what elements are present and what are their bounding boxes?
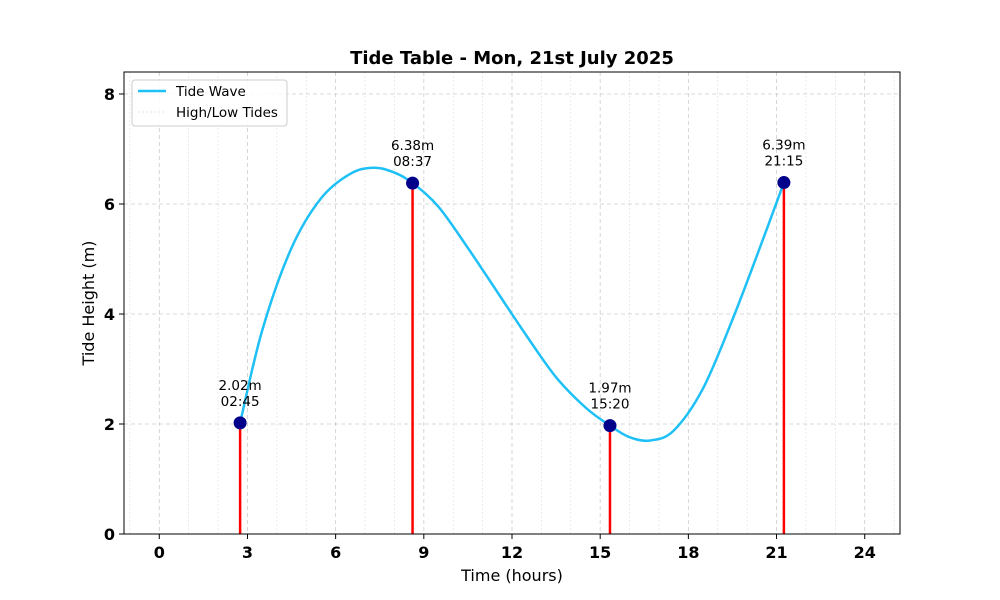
tide-wave-line <box>238 166 786 443</box>
x-axis-ticks: 0 3 6 9 12 15 18 21 24 <box>154 534 876 562</box>
tide-time-label: 02:45 <box>221 394 260 410</box>
legend-box <box>131 79 288 127</box>
y-tick-label: 0 <box>104 525 115 544</box>
legend-label-tide-wave: Tide Wave <box>175 84 246 100</box>
x-tick-label: 9 <box>418 543 429 562</box>
tide-markers <box>233 176 791 433</box>
tide-marker <box>233 416 247 430</box>
x-tick-label: 0 <box>154 543 165 562</box>
y-tick-label: 6 <box>104 195 115 214</box>
x-tick-label: 6 <box>330 543 341 562</box>
tide-time-label: 21:15 <box>764 154 803 170</box>
tide-height-label: 1.97m <box>588 381 631 397</box>
y-tick-label: 2 <box>104 415 115 434</box>
x-axis-label: Time (hours) <box>460 566 563 585</box>
y-tick-label: 8 <box>104 85 115 104</box>
y-axis-ticks: 0 2 4 6 8 <box>104 85 124 544</box>
y-axis-label: Tide Height (m) <box>79 241 98 367</box>
tide-height-label: 6.38m <box>391 138 434 154</box>
x-tick-label: 24 <box>854 543 876 562</box>
tide-marker <box>603 419 617 433</box>
tide-height-label: 2.02m <box>218 378 261 394</box>
x-tick-label: 18 <box>677 543 699 562</box>
tide-stems <box>238 182 786 534</box>
x-tick-label: 12 <box>501 543 523 562</box>
tide-marker <box>777 176 791 190</box>
x-tick-label: 21 <box>765 543 787 562</box>
x-tick-label: 15 <box>589 543 611 562</box>
y-tick-label: 4 <box>104 305 115 324</box>
legend: Tide Wave High/Low Tides <box>131 79 288 127</box>
x-tick-label: 3 <box>242 543 253 562</box>
tide-height-label: 6.39m <box>762 138 805 154</box>
chart-title: Tide Table - Mon, 21st July 2025 <box>350 48 674 69</box>
tide-time-label: 08:37 <box>393 154 432 170</box>
tide-time-label: 15:20 <box>591 397 630 413</box>
tide-marker <box>406 176 420 190</box>
legend-label-high-low: High/Low Tides <box>176 105 278 121</box>
